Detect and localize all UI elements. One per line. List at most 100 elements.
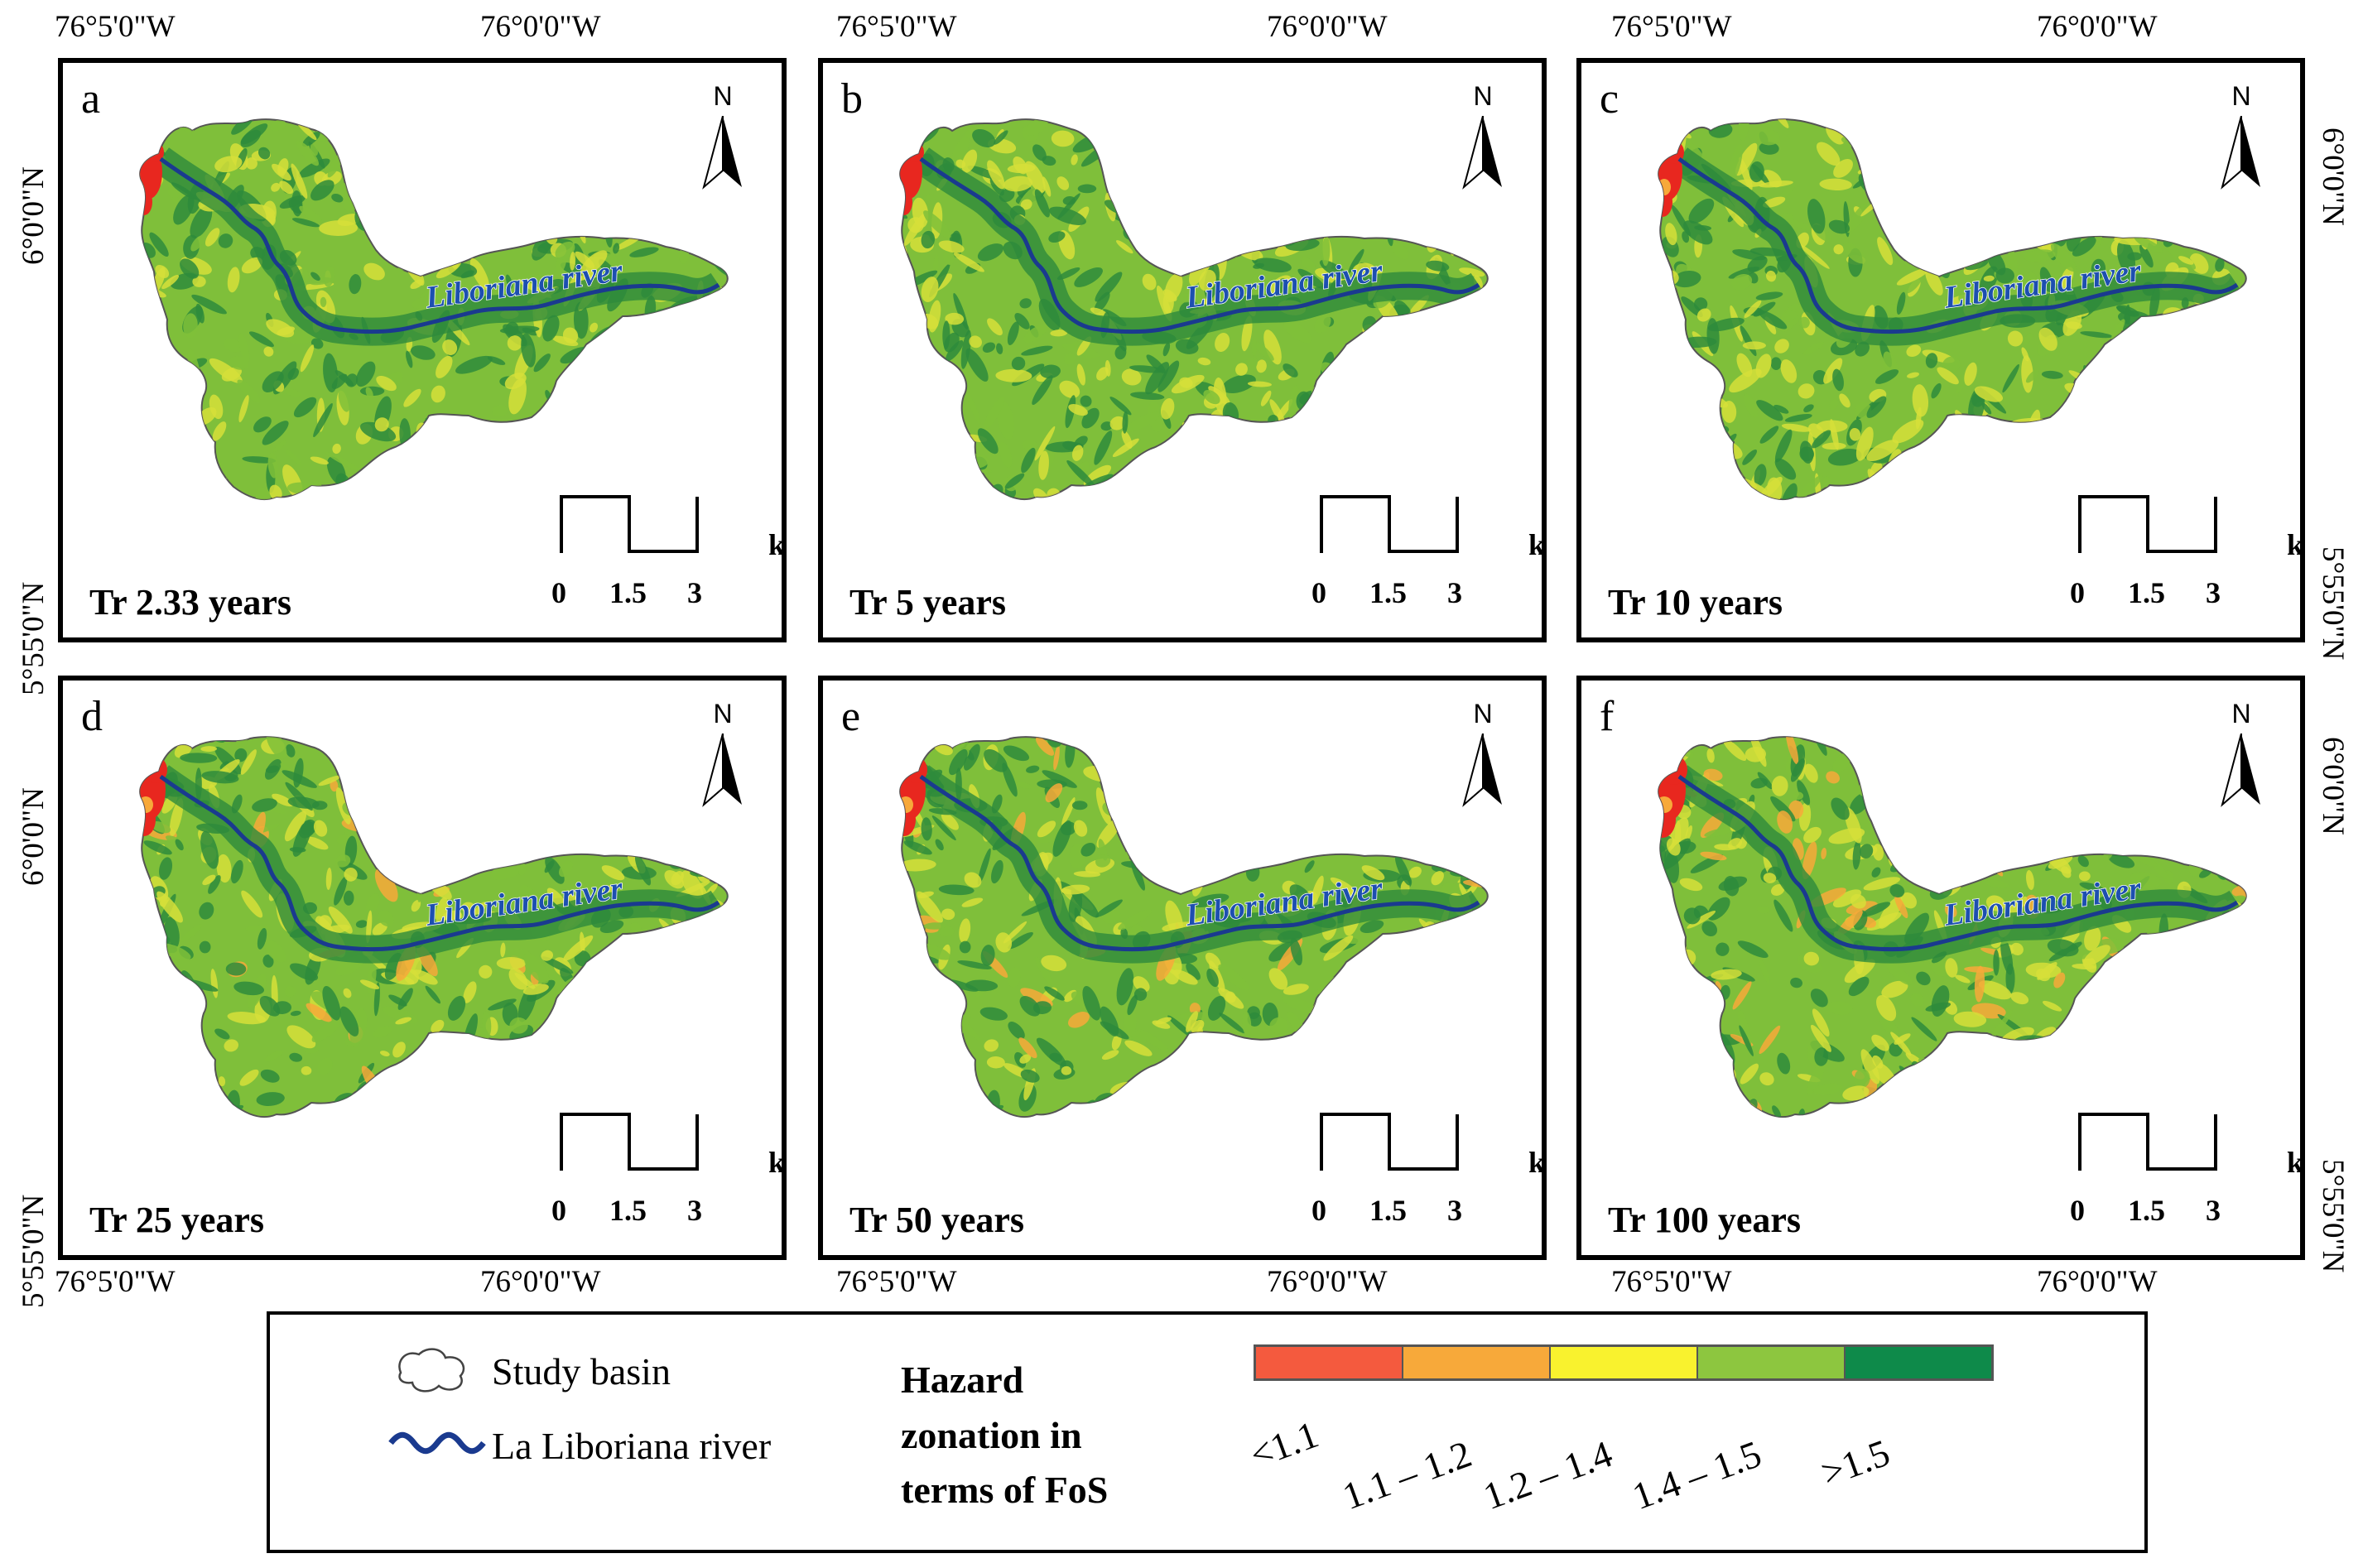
lat-label-left-top-south: 5°55'0"N xyxy=(17,581,51,695)
panel-letter: f xyxy=(1600,693,1615,740)
scale-unit: km xyxy=(1528,1146,1546,1179)
map-panel: Liboriana river e N km 0 1.5 3 Tr 50 yea… xyxy=(818,676,1547,1260)
class-label-gt-1-5: >1.5 xyxy=(1815,1431,1895,1495)
scale-unit: km xyxy=(768,528,786,561)
lat-label-left-bottom-north: 6°0'0"N xyxy=(17,787,51,886)
legend-title-line: Hazard xyxy=(901,1359,1024,1401)
class-label-1-1-1-2: 1.1 – 1.2 xyxy=(1336,1432,1477,1518)
scale-tick-2: 3 xyxy=(687,1194,702,1227)
scale-tick-0: 0 xyxy=(551,576,566,609)
scale-tick-1: 1.5 xyxy=(2128,1194,2165,1227)
north-arrow-icon xyxy=(702,733,742,807)
river-line xyxy=(1677,156,2239,334)
river-line-icon xyxy=(388,1431,486,1455)
map-panel: Liboriana river b N km 0 1.5 3 Tr 5 year… xyxy=(818,58,1547,642)
study-basin-icon xyxy=(398,1348,465,1392)
scale-bar: km 0 1.5 3 xyxy=(2070,1113,2304,1237)
scale-tick-2: 3 xyxy=(2206,576,2221,609)
scale-tick-0: 0 xyxy=(2070,1194,2085,1227)
legend-river-label: La Liboriana river xyxy=(492,1425,772,1467)
lat-label-right-top-south: 5°55'0"N xyxy=(2316,546,2350,661)
scale-bar: km 0 1.5 3 xyxy=(551,495,786,619)
north-arrow: N xyxy=(2212,83,2270,190)
lon-label-bottom-e-east: 76°0'0"W xyxy=(1267,1265,1388,1299)
north-arrow-icon xyxy=(702,116,742,190)
swatch-fos-gt-1-5 xyxy=(1846,1347,1991,1378)
lat-label-right-bottom-north: 6°0'0"N xyxy=(2316,737,2350,835)
scale-tick-1: 1.5 xyxy=(2128,576,2165,609)
legend-study-basin-label: Study basin xyxy=(492,1350,671,1392)
north-label: N xyxy=(1473,81,1493,111)
lon-label-top-c-east: 76°0'0"W xyxy=(2037,10,2158,44)
scale-unit: km xyxy=(768,1146,786,1179)
north-arrow-icon xyxy=(2221,733,2260,807)
north-arrow: N xyxy=(1454,700,1512,808)
legend-title-line: zonation in xyxy=(901,1413,1082,1456)
scale-tick-0: 0 xyxy=(1311,1194,1326,1227)
map-legend: Study basin La Liboriana river Hazard zo… xyxy=(267,1311,2148,1553)
panel-letter: e xyxy=(841,693,861,740)
north-label: N xyxy=(713,699,733,729)
scale-bar: km 0 1.5 3 xyxy=(551,1113,786,1237)
basin-map: Liboriana river xyxy=(139,118,729,501)
lon-label-top-a-west: 76°5'0"W xyxy=(55,10,176,44)
basin-map: Liboriana river xyxy=(899,118,1489,501)
north-arrow-icon xyxy=(1462,116,1502,190)
scale-tick-1: 1.5 xyxy=(1369,1194,1407,1227)
scale-tick-1: 1.5 xyxy=(1369,576,1407,609)
lon-label-bottom-d-west: 76°5'0"W xyxy=(55,1265,176,1299)
panel-title: Tr 2.33 years xyxy=(89,582,291,623)
map-panel: Liboriana river d N km 0 1.5 3 Tr 25 yea… xyxy=(58,676,787,1260)
basin-map: Liboriana river xyxy=(899,736,1489,1118)
panel-title: Tr 5 years xyxy=(849,582,1006,623)
scale-unit: km xyxy=(2287,528,2304,561)
scale-tick-1: 1.5 xyxy=(609,576,647,609)
basin-map: Liboriana river xyxy=(139,736,729,1118)
panel-letter: a xyxy=(81,75,101,123)
scale-bar: km 0 1.5 3 xyxy=(2070,495,2304,619)
basin-map: Liboriana river xyxy=(1658,118,2247,501)
north-label: N xyxy=(2231,699,2251,729)
scale-unit: km xyxy=(2287,1146,2304,1179)
panel-title: Tr 50 years xyxy=(849,1200,1024,1240)
panel-title: Tr 100 years xyxy=(1608,1200,1801,1240)
scale-tick-0: 0 xyxy=(2070,576,2085,609)
scale-tick-0: 0 xyxy=(1311,576,1326,609)
legend-title: Hazard zonation in terms of FoS xyxy=(901,1353,1108,1518)
north-arrow: N xyxy=(1454,83,1512,190)
lon-label-top-c-west: 76°5'0"W xyxy=(1611,10,1732,44)
scale-tick-2: 3 xyxy=(687,576,702,609)
lon-label-top-a-east: 76°0'0"W xyxy=(480,10,601,44)
swatch-fos-1-4-1-5 xyxy=(1698,1347,1846,1378)
legend-title-line: terms of FoS xyxy=(901,1469,1109,1512)
map-panel: Liboriana river c N km 0 1.5 3 Tr 10 yea… xyxy=(1576,58,2305,642)
north-arrow: N xyxy=(694,700,752,808)
river-line xyxy=(159,156,720,334)
scale-bar: km 0 1.5 3 xyxy=(1311,1113,1546,1237)
basin-map: Liboriana river xyxy=(1658,736,2247,1118)
panel-letter: b xyxy=(841,75,863,123)
map-panel: Liboriana river f N km 0 1.5 3 Tr 100 ye… xyxy=(1576,676,2305,1260)
lat-label-left-bottom-south: 5°55'0"N xyxy=(17,1194,51,1308)
swatch-fos-1-2-1-4 xyxy=(1551,1347,1698,1378)
scale-bar: km 0 1.5 3 xyxy=(1311,495,1542,619)
lat-label-left-top-north: 6°0'0"N xyxy=(17,166,51,265)
hazard-color-ramp xyxy=(1254,1344,1994,1381)
swatch-fos-lt-1-1 xyxy=(1256,1347,1403,1378)
lon-label-bottom-d-east: 76°0'0"W xyxy=(480,1265,601,1299)
class-label-1-2-1-4: 1.2 – 1.4 xyxy=(1477,1432,1618,1518)
class-label-1-4-1-5: 1.4 – 1.5 xyxy=(1626,1432,1767,1518)
river-line xyxy=(1677,774,2239,952)
lon-label-bottom-f-east: 76°0'0"W xyxy=(2037,1265,2158,1299)
lon-label-top-b-east: 76°0'0"W xyxy=(1267,10,1388,44)
panel-title: Tr 25 years xyxy=(89,1200,264,1240)
lon-label-bottom-e-west: 76°5'0"W xyxy=(836,1265,957,1299)
north-arrow: N xyxy=(694,83,752,190)
scale-tick-2: 3 xyxy=(1447,1194,1462,1227)
scale-tick-0: 0 xyxy=(551,1194,566,1227)
panel-letter: d xyxy=(81,693,103,740)
scale-tick-1: 1.5 xyxy=(609,1194,647,1227)
river-line xyxy=(159,774,720,952)
lon-label-top-b-west: 76°5'0"W xyxy=(836,10,957,44)
river-line xyxy=(919,774,1480,952)
